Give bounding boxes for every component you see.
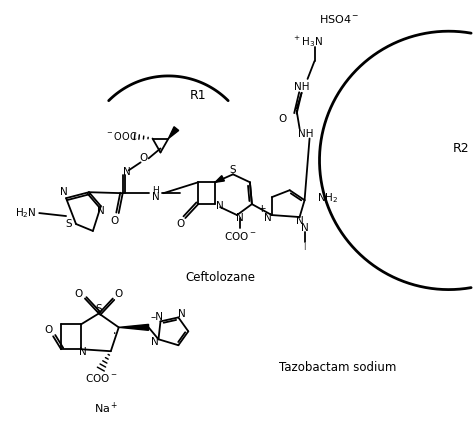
- Text: N: N: [216, 201, 224, 211]
- Text: N: N: [123, 167, 130, 177]
- Text: N: N: [236, 213, 244, 223]
- Text: $^-$OOC: $^-$OOC: [105, 129, 137, 142]
- Text: NH: NH: [294, 82, 310, 92]
- Text: O: O: [279, 114, 287, 124]
- Text: N: N: [60, 187, 68, 197]
- Text: N: N: [152, 192, 159, 202]
- Text: O: O: [176, 219, 184, 229]
- Text: Tazobactam sodium: Tazobactam sodium: [279, 361, 396, 374]
- Text: +: +: [257, 204, 266, 214]
- Text: $^+$H$_3$N: $^+$H$_3$N: [292, 34, 323, 48]
- Text: H: H: [152, 186, 159, 195]
- Text: N: N: [179, 310, 186, 319]
- Text: O: O: [75, 289, 83, 298]
- Text: COO$^-$: COO$^-$: [224, 230, 256, 242]
- Text: NH: NH: [298, 129, 313, 138]
- Text: R2: R2: [452, 142, 469, 155]
- Polygon shape: [215, 176, 224, 182]
- Text: HSO4$^-$: HSO4$^-$: [319, 13, 360, 25]
- Text: N: N: [301, 223, 309, 233]
- Text: N: N: [264, 213, 272, 223]
- Text: N: N: [79, 347, 87, 357]
- Text: O: O: [44, 325, 52, 336]
- Polygon shape: [119, 324, 148, 330]
- Text: |: |: [303, 243, 306, 250]
- Text: S: S: [96, 305, 102, 314]
- Text: S: S: [66, 219, 73, 229]
- Text: N: N: [97, 206, 105, 216]
- Text: O: O: [115, 289, 123, 298]
- Text: NH$_2$: NH$_2$: [318, 191, 338, 205]
- Text: –N: –N: [151, 312, 164, 323]
- Text: H$_2$N: H$_2$N: [15, 206, 36, 220]
- Text: O: O: [139, 153, 148, 164]
- Text: COO$^-$: COO$^-$: [85, 372, 117, 384]
- Text: Ceftolozane: Ceftolozane: [185, 271, 255, 284]
- Text: R1: R1: [190, 89, 207, 102]
- Text: N: N: [296, 216, 303, 226]
- Text: $\bullet$: $\bullet$: [111, 330, 116, 335]
- Text: Na$^+$: Na$^+$: [94, 401, 118, 417]
- Text: S: S: [230, 165, 237, 175]
- Text: O: O: [110, 216, 119, 226]
- Text: N: N: [151, 337, 158, 347]
- Polygon shape: [168, 127, 179, 138]
